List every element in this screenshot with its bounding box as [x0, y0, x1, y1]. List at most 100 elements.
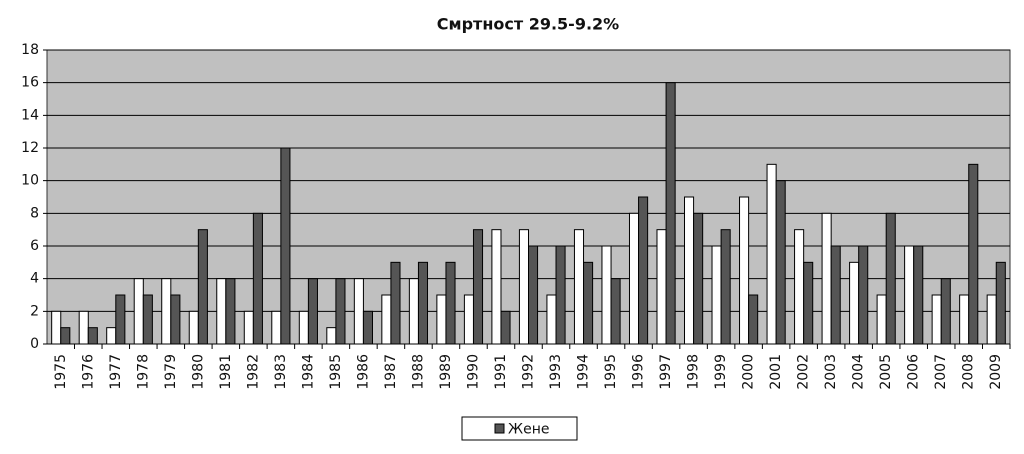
bar	[335, 278, 346, 345]
bar	[628, 212, 640, 345]
bar	[225, 278, 236, 345]
bar	[362, 310, 373, 345]
bar	[610, 278, 621, 345]
x-tick-label: 2002	[796, 354, 812, 390]
x-tick-label: 2007	[933, 354, 949, 390]
bar	[243, 310, 254, 345]
bar	[500, 310, 511, 345]
bar	[491, 229, 502, 345]
bar	[684, 196, 695, 345]
x-tick-label: 1982	[245, 354, 261, 390]
y-tick-label: 12	[21, 140, 39, 156]
x-tick-label: 2005	[878, 354, 894, 390]
bar	[748, 294, 759, 345]
bar	[803, 261, 814, 345]
bar	[436, 294, 447, 345]
bar	[904, 245, 915, 345]
x-tick-label: 1988	[410, 354, 426, 390]
x-tick-label: 1990	[465, 354, 481, 390]
bar	[638, 196, 649, 345]
chart-title: Смртност 29.5-9.2%	[437, 15, 619, 34]
y-tick-label: 16	[21, 75, 39, 91]
bar	[115, 294, 126, 345]
bar	[546, 294, 557, 345]
bar	[583, 261, 594, 345]
bar	[445, 261, 456, 345]
bar	[665, 82, 676, 345]
bar	[775, 180, 786, 345]
y-tick-label: 0	[30, 336, 39, 352]
x-tick-label: 2006	[906, 354, 922, 390]
bar	[381, 294, 392, 345]
bar	[142, 294, 153, 345]
bar	[188, 310, 199, 345]
bar	[858, 245, 869, 345]
bar	[353, 278, 364, 345]
y-tick-label: 10	[21, 173, 39, 189]
x-tick-label: 1999	[713, 354, 729, 390]
x-tick-label: 1976	[80, 354, 96, 390]
bar	[913, 245, 924, 345]
x-tick-label: 2001	[768, 354, 784, 390]
x-tick-label: 1994	[576, 354, 592, 390]
bar	[408, 278, 419, 345]
bar	[711, 245, 722, 345]
y-tick-label: 18	[21, 42, 39, 58]
bar	[252, 212, 263, 345]
bar	[298, 310, 309, 345]
x-tick-label: 1996	[631, 354, 647, 390]
bar	[573, 229, 585, 345]
x-tick-label: 1993	[548, 354, 564, 390]
legend-swatch	[494, 423, 505, 434]
x-tick-label: 1977	[108, 354, 124, 390]
x-tick-label: 2004	[851, 354, 867, 390]
bar	[326, 327, 337, 345]
y-tick-label: 4	[30, 271, 39, 287]
x-tick-label: 1995	[603, 354, 619, 390]
y-tick-label: 14	[21, 107, 39, 123]
bar	[555, 245, 566, 345]
bar	[959, 294, 970, 345]
bar	[271, 310, 282, 345]
bar	[417, 261, 429, 345]
legend-label: Жене	[508, 422, 549, 438]
bar	[968, 163, 979, 345]
bar	[849, 261, 860, 345]
x-tick-label: 2000	[741, 354, 757, 390]
y-tick-label: 8	[30, 205, 39, 221]
bar	[51, 310, 62, 345]
bar	[133, 278, 144, 345]
x-tick-label: 1989	[438, 354, 454, 390]
bar	[794, 229, 805, 345]
bar	[307, 278, 318, 345]
y-tick-label: 6	[30, 238, 39, 254]
bar	[170, 294, 181, 345]
bar	[528, 245, 539, 345]
bar	[390, 261, 401, 345]
x-tick-label: 1979	[163, 354, 179, 390]
y-tick-label: 2	[30, 303, 39, 319]
bar	[656, 229, 667, 345]
x-tick-label: 1991	[493, 354, 509, 390]
x-tick-label: 1997	[658, 354, 674, 390]
bar	[986, 294, 997, 345]
x-tick-label: 1998	[686, 354, 702, 390]
x-tick-label: 1981	[218, 354, 234, 390]
bar	[78, 310, 89, 345]
bar	[601, 245, 612, 345]
x-tick-label: 1978	[135, 354, 151, 390]
bar	[931, 294, 942, 345]
bar	[216, 278, 227, 345]
bar	[940, 278, 951, 345]
bar	[693, 212, 704, 345]
x-tick-label: 2008	[961, 354, 977, 390]
bar	[995, 261, 1006, 345]
bar	[280, 147, 291, 345]
x-tick-label: 1975	[53, 354, 69, 390]
x-tick-label: 1980	[190, 354, 206, 390]
bar	[106, 327, 117, 345]
x-tick-label: 1987	[383, 354, 399, 390]
bar	[885, 212, 896, 345]
bar	[830, 245, 841, 345]
